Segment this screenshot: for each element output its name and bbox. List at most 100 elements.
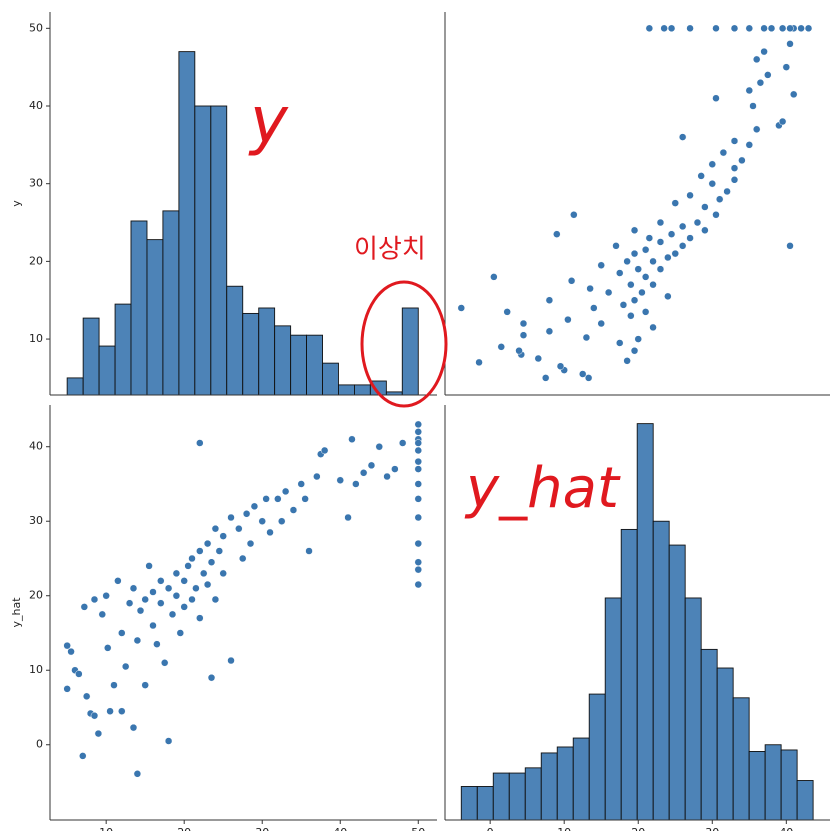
scatter-point — [414, 480, 423, 488]
scatter-point — [172, 569, 181, 578]
hist-bar — [604, 597, 622, 821]
scatter-point — [145, 562, 153, 570]
scatter-point — [235, 524, 243, 533]
hist-bar — [178, 51, 196, 396]
scatter-point — [553, 230, 561, 238]
scatter-point — [701, 203, 709, 211]
hist-bar — [508, 772, 526, 821]
scatter-point — [180, 577, 188, 585]
scatter-point — [686, 234, 694, 242]
scatter-point — [414, 513, 423, 522]
scatter-point — [615, 269, 624, 277]
scatter-point — [789, 90, 798, 99]
scatter-point — [545, 296, 554, 304]
scatter-point — [490, 273, 498, 281]
x-tick-label: 40 — [779, 826, 793, 831]
scatter-point — [630, 226, 639, 235]
scatter-point — [359, 469, 368, 477]
scatter-point — [219, 532, 227, 540]
scatter-point — [767, 24, 776, 33]
scatter-point — [475, 358, 483, 367]
hist-bar — [540, 752, 558, 821]
scatter-point — [79, 752, 87, 760]
scatter-point — [305, 547, 313, 555]
scatter-point — [102, 591, 110, 600]
scatter-point — [106, 707, 114, 715]
annotation-y: y — [248, 85, 289, 159]
scatter-point — [627, 280, 635, 289]
hist-bar — [556, 746, 574, 821]
y-tick-label: 50 — [29, 21, 43, 34]
scatter-point — [199, 569, 208, 578]
scatter-point — [121, 662, 130, 671]
scatter-point — [503, 308, 511, 316]
scatter-point — [238, 554, 247, 563]
scatter-point — [398, 439, 407, 447]
scatter-point — [313, 472, 321, 481]
scatter-point — [708, 160, 717, 169]
scatter-point — [149, 621, 157, 630]
scatter-point — [604, 288, 613, 297]
scatter-point — [215, 547, 224, 555]
scatter-point — [686, 24, 694, 33]
hist-bar — [652, 520, 670, 821]
scatter-point — [414, 439, 423, 447]
scatter-point — [375, 442, 384, 451]
hist-bar — [796, 780, 814, 821]
x-tick-label: 20 — [631, 826, 645, 831]
x-tick-label: 10 — [557, 826, 571, 831]
scatter-point — [664, 253, 672, 262]
scatter-point — [627, 312, 635, 320]
scatter-point — [383, 472, 391, 481]
scatter-point — [157, 577, 165, 585]
scatter-point — [584, 374, 593, 382]
scatter-point — [211, 595, 220, 604]
scatter-point — [98, 610, 107, 619]
scatter-point — [414, 465, 423, 473]
hist-bar — [338, 384, 355, 396]
x-tick-label: 10 — [99, 826, 113, 831]
x-tick-label: 50 — [411, 826, 425, 831]
scatter-point — [667, 24, 676, 33]
x-tick-label: 0 — [487, 826, 494, 831]
hist-bar — [636, 423, 654, 821]
hist-bar — [322, 362, 339, 396]
scatter-point — [114, 577, 122, 585]
scatter-point — [645, 234, 654, 242]
scatter-point — [667, 230, 676, 238]
scatter-point — [634, 265, 642, 273]
scatter-point — [545, 327, 554, 336]
x-tick-label: 20 — [177, 826, 191, 831]
scatter-point — [756, 78, 765, 87]
scatter-point — [367, 461, 376, 470]
scatter-point — [129, 723, 138, 732]
scatter-point — [348, 435, 356, 444]
scatter-point — [804, 24, 813, 33]
scatter-point — [712, 94, 720, 102]
hist-bar — [226, 285, 244, 396]
scatter-point — [649, 323, 657, 332]
scatter-point — [118, 707, 126, 715]
scatter-point — [82, 692, 91, 701]
scatter-point — [274, 495, 282, 503]
scatter-point — [94, 729, 103, 738]
scatter-point — [641, 273, 650, 281]
scatter-point — [414, 539, 423, 548]
scatter-point — [277, 517, 286, 525]
scatter-point — [133, 636, 142, 645]
scatter-point — [719, 148, 728, 157]
scatter-point — [515, 346, 523, 355]
plots: 10 20 30 40 50 y 0 10 20 30 40 10 20 30 40 50 y y_hat 0 10 2… — [10, 12, 830, 835]
scatter-point — [196, 439, 204, 447]
scatter-point — [686, 191, 694, 200]
scatter-point — [664, 292, 672, 301]
scatter-point — [414, 495, 423, 503]
scatter-point — [176, 629, 185, 637]
scatter-point — [457, 304, 466, 312]
scatter-point — [141, 681, 149, 689]
scatter-point — [597, 319, 605, 328]
scatter-point — [656, 218, 665, 227]
scatter-point — [712, 211, 720, 219]
hist-bar — [748, 751, 766, 821]
hist-bar — [700, 648, 718, 821]
